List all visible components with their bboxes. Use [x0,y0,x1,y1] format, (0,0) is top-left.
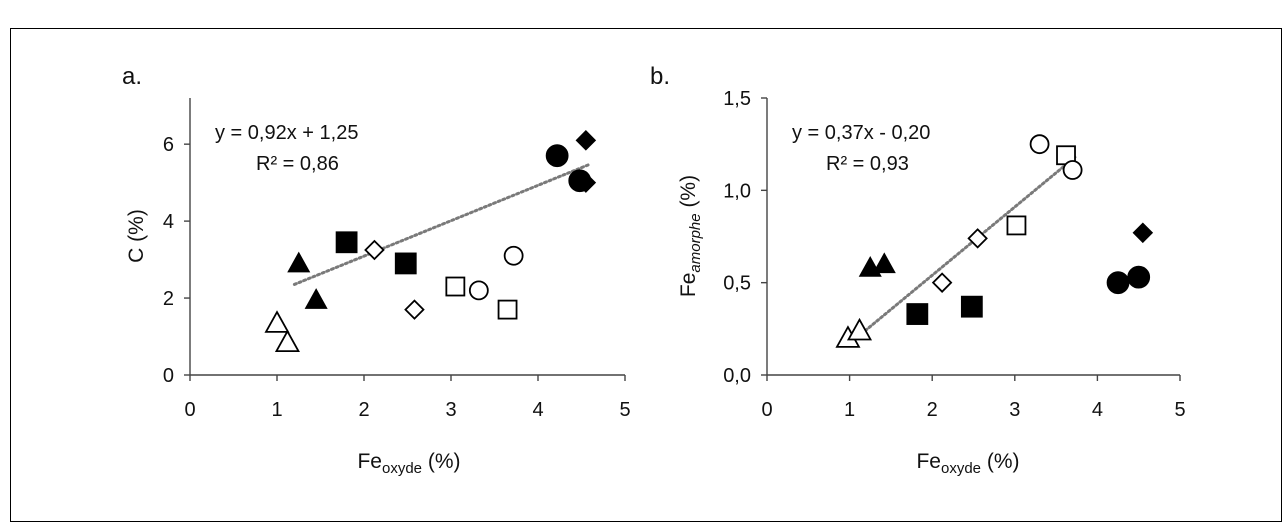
data-point-circle-open [1062,160,1083,180]
trendline [852,154,1079,342]
x-tick-label: 1 [271,399,282,421]
data-point-diamond-filled [1132,222,1154,244]
data-point-diamond-filled [575,130,597,151]
data-point-triangle-filled [304,288,328,309]
x-tick-label: 3 [1009,399,1020,421]
trendline-path [292,162,592,286]
x-tick-label: 4 [1092,399,1103,421]
data-point-triangle-filled [287,251,311,273]
y-axis-label: C (%) [125,209,148,263]
y-tick-label: 1,0 [723,180,751,202]
panel-label: b. [650,63,670,90]
y-tick-label: 1,5 [723,88,751,110]
data-point-square-filled [394,252,417,275]
regression-equation: y = 0,37x - 0,20 [792,122,930,144]
x-tick-label: 3 [445,399,456,421]
y-tick-label: 6 [163,134,174,156]
data-point-diamond-filled [575,172,597,193]
panel-label: a. [122,63,142,90]
data-point-circle-filled [545,144,569,168]
data-point-triangle-open [274,329,300,352]
y-tick-label: 2 [163,288,174,310]
trendline [292,162,592,286]
data-point-diamond-open [404,299,425,320]
x-tick-label: 5 [619,399,630,421]
data-point-square-open [445,276,466,297]
r-squared: R² = 0,86 [256,153,339,175]
data-point-circle-open [468,280,489,301]
x-tick-label: 2 [358,399,369,421]
data-point-square-open [497,299,518,320]
x-tick-label: 5 [1174,399,1185,421]
panel-a: a. 0 1 2 3 4 5 0 2 4 6 y = 0,92x + 1,25 R² = 0,86… [122,63,631,477]
y-tick-label: 0,5 [723,273,751,295]
data-point-triangle-open [846,317,873,341]
y-tick-label: 0,0 [723,365,751,387]
data-point-circle-open [1029,134,1050,155]
x-tick-label: 1 [844,399,855,421]
axes [761,97,1181,381]
data-points [264,130,597,352]
y-tick-label: 4 [163,211,174,233]
data-point-square-filled [960,295,983,318]
x-axis-label: Feoxyde (%) [916,450,1019,477]
x-tick-label: 2 [927,399,938,421]
data-points [835,134,1154,348]
x-tick-label: 0 [761,399,772,421]
y-axis-label: Feamorphe (%) [677,175,704,297]
data-point-diamond-open [931,272,953,293]
tick-labels: 0 1 2 3 4 5 0,0 0,5 1,0 1,5 [723,88,1185,421]
data-point-diamond-open [967,228,988,249]
x-tick-label: 4 [532,399,543,421]
tick-labels: 0 1 2 3 4 5 0 2 4 6 [163,134,631,421]
x-axis-label: Feoxyde (%) [357,450,460,477]
figure-frame [10,28,1282,522]
data-point-diamond-open [364,239,385,261]
data-point-square-filled [335,231,358,254]
data-point-square-open [1006,215,1027,236]
data-point-triangle-filled [872,252,896,274]
axes [184,98,626,381]
data-point-square-filled [906,303,929,325]
data-point-circle-filled [1106,271,1130,295]
trendline-path [852,154,1079,342]
r-squared: R² = 0,93 [826,153,909,175]
y-tick-label: 0 [163,365,174,387]
x-tick-label: 0 [184,399,195,421]
regression-equation: y = 0,92x + 1,25 [215,122,358,144]
data-point-circle-open [503,245,524,266]
data-point-circle-filled [1127,265,1151,289]
data-point-triangle-open [264,310,290,333]
panel-b: b. 0 1 2 3 4 5 0,0 0,5 1,0 1,5 y = 0,37x - 0,20 R… [650,63,1186,477]
